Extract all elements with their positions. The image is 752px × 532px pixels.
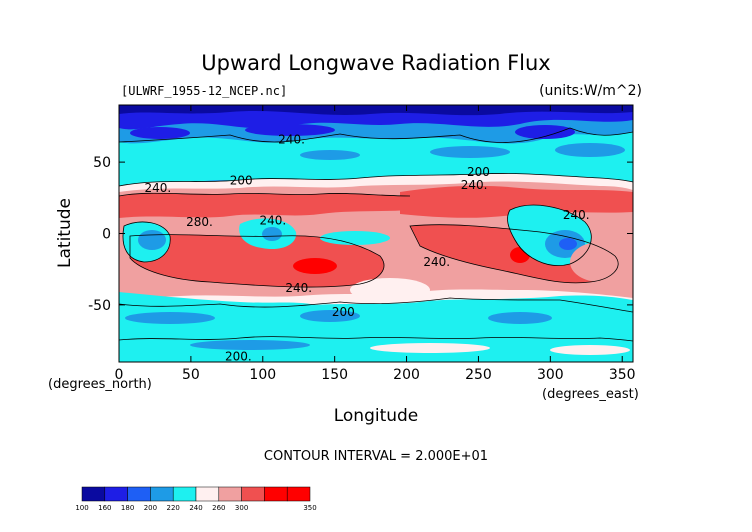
colorbar-label: 160 bbox=[98, 504, 111, 512]
x-unit-label: (degrees_east) bbox=[542, 387, 639, 402]
x-tick-label: 350 bbox=[609, 367, 636, 383]
x-axis: 0 50 100 150 200 250 300 350 bbox=[115, 105, 636, 383]
x-axis-title: Longitude bbox=[334, 406, 419, 426]
colorbar-label: 200 bbox=[144, 504, 157, 512]
colorbar-swatch bbox=[218, 486, 242, 502]
colorbar-swatch bbox=[127, 486, 151, 502]
x-tick-label: 150 bbox=[321, 367, 348, 383]
colorbar: 100 160 180 200 220 240 260 300 350 bbox=[75, 486, 317, 512]
contour-label: 200. bbox=[225, 349, 252, 363]
colorbar-label: 300 bbox=[235, 504, 248, 512]
y-tick-label: 0 bbox=[102, 227, 111, 243]
contour-label: 200 bbox=[467, 165, 490, 179]
x-tick-label: 200 bbox=[393, 367, 420, 383]
colorbar-swatch bbox=[264, 486, 288, 502]
units-label: (units:W/m^2) bbox=[539, 83, 642, 99]
y-axis: 50 0 -50 bbox=[88, 155, 633, 314]
contour-label: 240. bbox=[285, 281, 312, 295]
chart-title: Upward Longwave Radiation Flux bbox=[201, 51, 550, 75]
y-unit-label: (degrees_north) bbox=[48, 377, 152, 392]
colorbar-label: 260 bbox=[212, 504, 225, 512]
contour-label: 280. bbox=[186, 215, 213, 229]
contour-label: 240. bbox=[144, 181, 171, 195]
colorbar-label: 180 bbox=[121, 504, 134, 512]
contour-label: 240. bbox=[278, 132, 305, 146]
x-tick-label: 300 bbox=[537, 367, 564, 383]
file-label: [ULWRF_1955-12_NCEP.nc] bbox=[121, 84, 287, 98]
colorbar-swatch bbox=[104, 486, 128, 502]
contour-label: 240. bbox=[563, 208, 590, 222]
y-axis-title: Latitude bbox=[55, 198, 75, 268]
y-tick-label: 50 bbox=[93, 155, 111, 171]
colorbar-label: 240 bbox=[189, 504, 202, 512]
colorbar-swatch bbox=[150, 486, 174, 502]
contour-interval: CONTOUR INTERVAL = 2.000E+01 bbox=[264, 449, 488, 464]
x-tick-label: 50 bbox=[182, 367, 200, 383]
contour-label: 240. bbox=[461, 178, 488, 192]
colorbar-label: 220 bbox=[167, 504, 180, 512]
colorbar-label: 350 bbox=[303, 504, 316, 512]
x-tick-label: 0 bbox=[115, 367, 124, 383]
y-tick-label: -50 bbox=[88, 298, 111, 314]
contour-label: 240. bbox=[259, 214, 286, 228]
colorbar-swatch bbox=[81, 486, 106, 502]
contour-label: 240. bbox=[423, 255, 450, 269]
colorbar-swatch bbox=[172, 486, 197, 502]
colorbar-label: 100 bbox=[75, 504, 88, 512]
contour-label: 200 bbox=[332, 305, 355, 319]
colorbar-swatch bbox=[286, 486, 311, 502]
colorbar-swatch bbox=[195, 486, 220, 502]
x-tick-label: 100 bbox=[249, 367, 276, 383]
contour-label: 200 bbox=[230, 174, 253, 188]
colorbar-swatch bbox=[241, 486, 265, 502]
x-tick-label: 250 bbox=[465, 367, 492, 383]
